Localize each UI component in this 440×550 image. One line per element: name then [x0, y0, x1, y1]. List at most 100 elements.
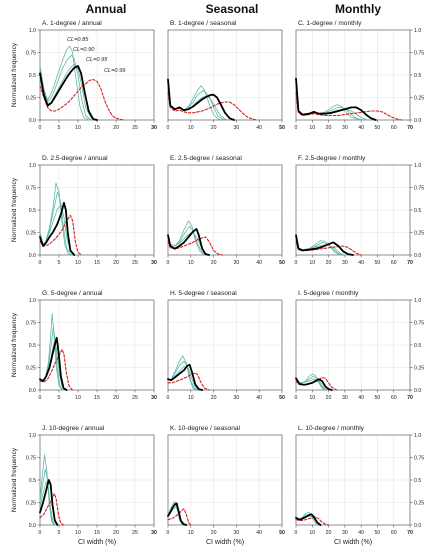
series-line-dashed: [167, 236, 224, 256]
x-tick-label: 0: [167, 260, 170, 266]
x-tick-label: 40: [358, 260, 364, 266]
x-tick-label: 20: [211, 125, 217, 131]
x-tick-label: 0: [39, 395, 42, 401]
panel: [37, 299, 155, 393]
y-tick-label: 1.0: [414, 163, 421, 169]
x-tick-label: 30: [342, 395, 348, 401]
x-tick-label: 20: [211, 260, 217, 266]
cl-annotation: CL=0.85: [67, 37, 89, 43]
x-tick-label: 15: [94, 530, 100, 536]
series-line-thin: [39, 63, 98, 121]
column-title-monthly: Monthly: [335, 2, 381, 16]
y-axis-label: Normalized frequency: [11, 177, 18, 242]
y-tick-label: 0.0: [414, 118, 421, 124]
y-tick-label: 0.25: [26, 96, 36, 102]
panel-title: K. 10-degree / seasonal: [170, 425, 241, 432]
x-tick-label: 30: [234, 260, 240, 266]
x-tick-label: 10: [188, 260, 194, 266]
x-tick-label: 30: [234, 125, 240, 131]
series-line-dashed: [167, 372, 210, 391]
x-tick-label: 0: [295, 125, 298, 131]
x-tick-label: 50: [279, 530, 285, 536]
x-tick-label: 50: [375, 395, 381, 401]
series-line-bold: [295, 377, 333, 391]
x-tick-label: 30: [234, 530, 240, 536]
x-tick-label: 60: [391, 395, 397, 401]
panel-frame: [167, 29, 283, 121]
panel: [295, 29, 413, 123]
x-tick-label: 10: [75, 530, 81, 536]
y-tick-label: 0.75: [414, 321, 424, 327]
x-tick-label: 5: [58, 260, 61, 266]
x-tick-label: 60: [391, 260, 397, 266]
x-tick-label: 60: [391, 530, 397, 536]
y-tick-label: 0.0: [29, 253, 36, 259]
y-tick-label: 0.25: [26, 366, 36, 372]
y-tick-label: 1.0: [29, 163, 36, 169]
panel-title: E. 2.5-degree / seasonal: [170, 155, 242, 162]
y-tick-label: 1.0: [29, 28, 36, 34]
y-tick-label: 1.0: [414, 433, 421, 439]
series-line-thin: [39, 454, 55, 526]
x-tick-label: 20: [113, 125, 119, 131]
panel-title: A. 1-degree / annual: [42, 20, 102, 27]
y-tick-label: 0.25: [414, 366, 424, 372]
series-line-dashed: [39, 78, 125, 121]
y-tick-label: 0.25: [414, 501, 424, 507]
series-line-bold: [167, 78, 236, 121]
panel: [167, 299, 283, 393]
x-tick-label: 10: [75, 125, 81, 131]
x-tick-label: 25: [132, 260, 138, 266]
x-tick-label: 40: [256, 125, 262, 131]
series-line-bold: [167, 502, 188, 526]
series-line-thin: [167, 360, 199, 391]
y-tick-label: 0.0: [414, 523, 421, 529]
y-tick-label: 0.5: [29, 343, 36, 349]
x-tick-label: 10: [309, 260, 315, 266]
x-tick-label: 5: [58, 125, 61, 131]
x-tick-label: 30: [234, 395, 240, 401]
series-line-thin: [39, 468, 55, 526]
cl-annotation: CL=0.90: [73, 47, 95, 53]
y-axis-label: Normalized frequency: [11, 312, 18, 377]
x-tick-label: 50: [279, 260, 285, 266]
x-axis-label: CI width (%): [78, 539, 116, 546]
x-tick-label: 10: [309, 530, 315, 536]
x-tick-label: 25: [132, 395, 138, 401]
x-tick-label: 20: [326, 125, 332, 131]
x-tick-label: 30: [151, 125, 157, 131]
x-tick-label: 25: [132, 125, 138, 131]
x-axis-label: CI width (%): [334, 539, 372, 546]
series-line-bold: [295, 234, 354, 256]
x-tick-label: 50: [375, 530, 381, 536]
y-tick-label: 0.5: [414, 478, 421, 484]
y-tick-label: 0.5: [414, 343, 421, 349]
x-tick-label: 40: [358, 395, 364, 401]
x-tick-label: 10: [75, 395, 81, 401]
x-tick-label: 10: [188, 530, 194, 536]
x-tick-label: 0: [39, 125, 42, 131]
x-tick-label: 40: [256, 260, 262, 266]
x-tick-label: 5: [58, 395, 61, 401]
x-tick-label: 0: [295, 395, 298, 401]
series-line-bold: [39, 336, 68, 391]
cl-annotation: CL=0.99: [104, 68, 125, 74]
panel-frame: [167, 434, 283, 526]
y-tick-label: 0.5: [29, 208, 36, 214]
panel-title: D. 2.5-degree / annual: [42, 155, 108, 162]
panel: [295, 299, 413, 393]
panel: [37, 164, 155, 258]
x-tick-label: 10: [309, 125, 315, 131]
series-line-dashed: [295, 92, 403, 121]
panel: [37, 434, 155, 528]
y-tick-label: 1.0: [414, 28, 421, 34]
y-tick-label: 0.75: [26, 456, 36, 462]
series-line-thin: [39, 45, 90, 121]
x-tick-label: 60: [391, 125, 397, 131]
series-line-dashed: [39, 214, 83, 256]
y-tick-label: 0.25: [414, 231, 424, 237]
series-line-bold: [167, 363, 204, 391]
x-tick-label: 50: [279, 395, 285, 401]
series-line-bold: [295, 77, 377, 121]
